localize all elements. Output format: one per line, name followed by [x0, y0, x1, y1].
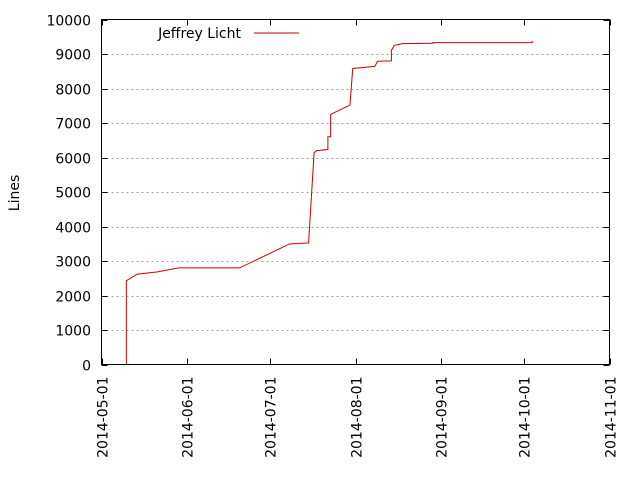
y-tick-label: 7000	[55, 117, 91, 133]
x-tick-label: 2014-11-01	[604, 377, 620, 458]
legend-label: Jeffrey Licht	[157, 26, 241, 42]
y-axis-label: Lines	[7, 175, 23, 211]
y-tick-label: 1000	[55, 324, 91, 340]
y-tick-label: 5000	[55, 186, 91, 202]
y-tick-label: 10000	[46, 14, 91, 30]
x-tick-label: 2014-08-01	[350, 377, 366, 458]
y-tick-label: 4000	[55, 221, 91, 237]
axis-ticks	[101, 19, 611, 366]
y-tick-label: 3000	[55, 255, 91, 271]
y-tick-label: 2000	[55, 290, 91, 306]
x-tick-labels: 2014-05-01 2014-06-01 2014-07-01 2014-08-01…	[96, 377, 620, 458]
y-tick-label: 8000	[55, 83, 91, 99]
legend: Jeffrey Licht	[157, 26, 299, 42]
x-tick-label: 2014-09-01	[435, 377, 451, 458]
y-tick-labels: 0 1000 2000 3000 4000 5000 6000 7000 8000 9000 100…	[46, 14, 91, 375]
y-tick-label: 9000	[55, 48, 91, 64]
x-tick-label: 2014-07-01	[264, 377, 280, 458]
series-line	[125, 40, 533, 365]
x-tick-label: 2014-06-01	[181, 377, 197, 458]
y-tick-label: 0	[82, 359, 91, 375]
x-tick-label: 2014-10-01	[518, 377, 534, 458]
data-series	[125, 40, 533, 365]
x-tick-label: 2014-05-01	[96, 377, 112, 458]
grid-lines	[101, 54, 610, 331]
y-tick-label: 6000	[55, 152, 91, 168]
